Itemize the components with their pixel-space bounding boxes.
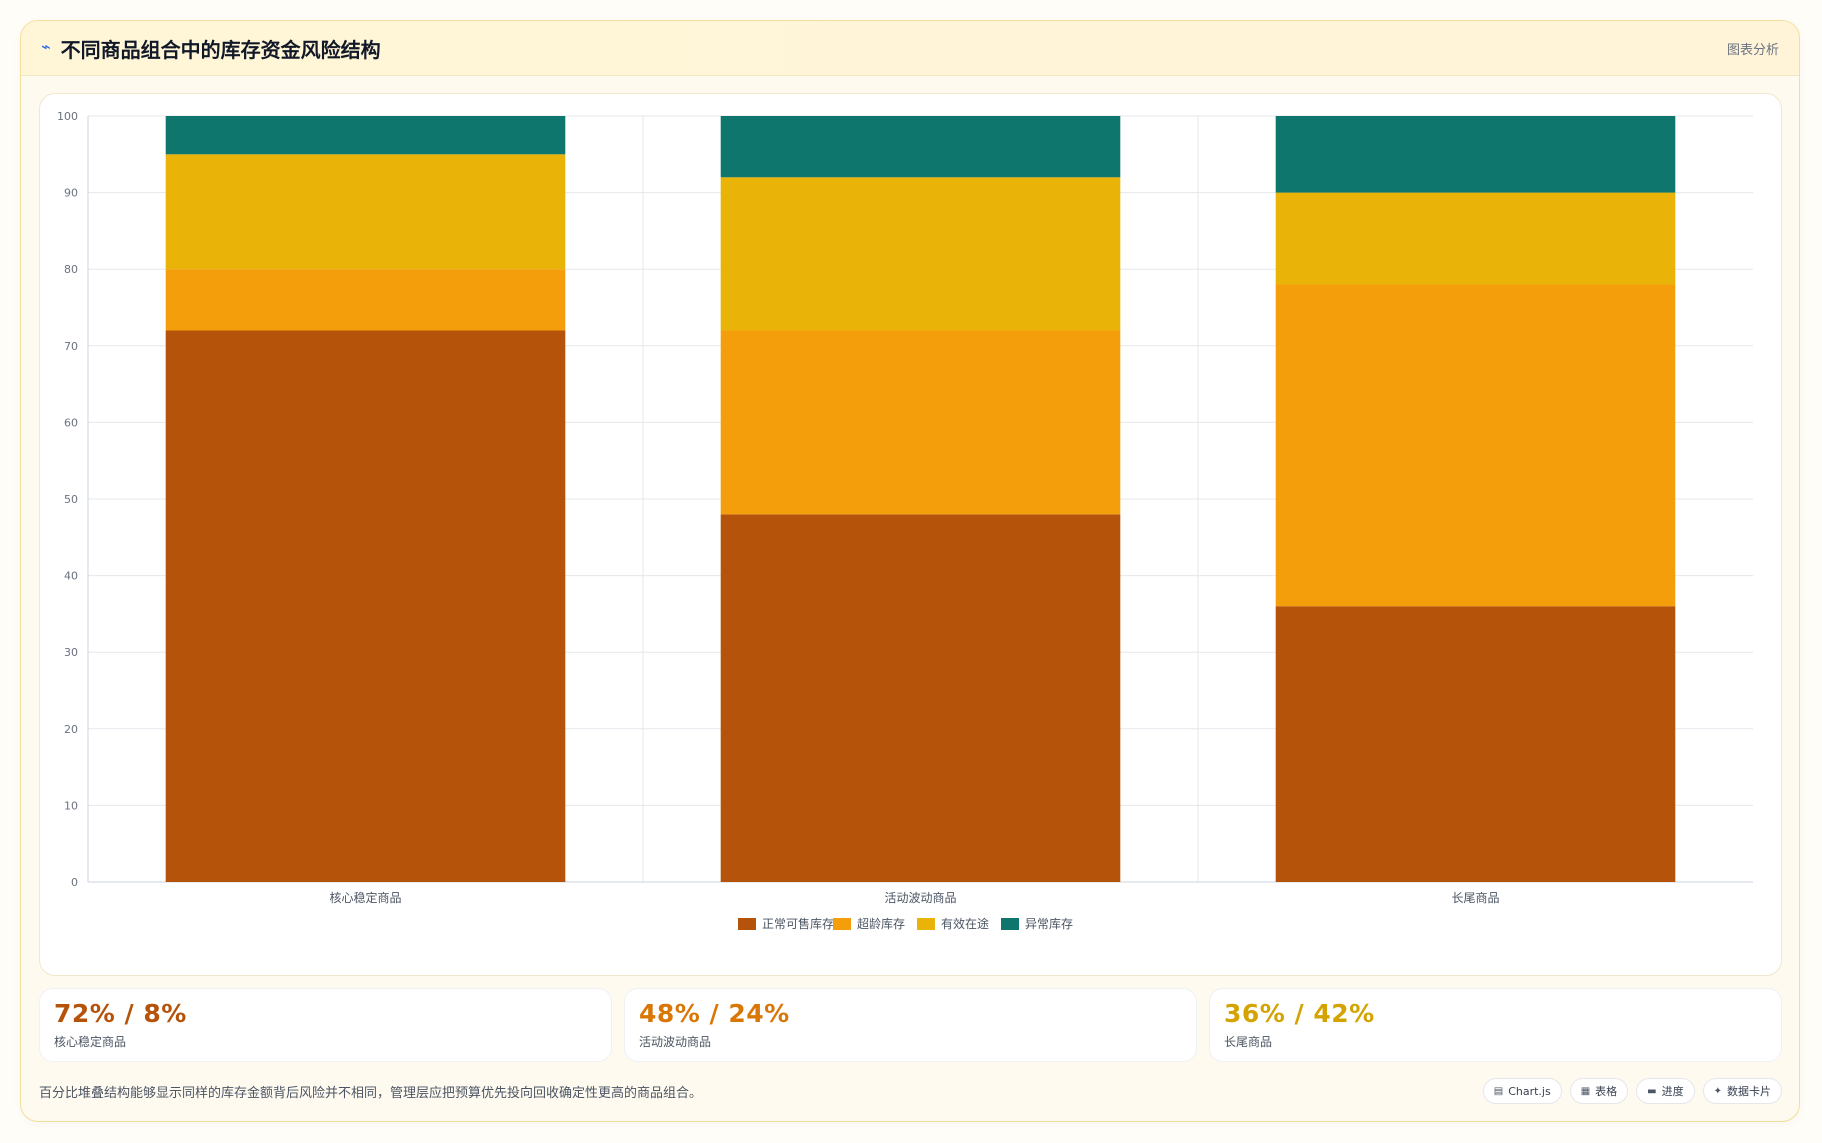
bar-0-3 [165, 116, 566, 155]
chart-header: ⌁ 不同商品组合中的库存资金风险结构 图表分析 [21, 21, 1799, 76]
bar-0-1 [165, 269, 566, 331]
bar-2-2 [1275, 192, 1676, 285]
chart-icon: ▤ [1493, 1085, 1504, 1097]
progress-icon: ▬ [1647, 1085, 1657, 1097]
x-tick-label-0: 核心稳定商品 [329, 890, 401, 905]
stat-label-activity: 活动波动商品 [639, 1035, 712, 1049]
y-tick-label-1: 10 [64, 799, 78, 812]
bar-2-0 [1275, 606, 1676, 882]
bar-2-3 [1275, 116, 1676, 193]
stats-row: 72% / 8% 核心稳定商品 48% / 24% 活动波动商品 36% / 4… [39, 988, 1782, 1062]
y-tick-label-6: 60 [64, 416, 78, 429]
y-tick-label-3: 30 [64, 646, 78, 659]
y-tick-label-0: 0 [71, 876, 78, 889]
legend-swatch-2 [917, 918, 935, 930]
data-card-icon: ✦ [1713, 1085, 1722, 1097]
bar-0-2 [165, 154, 566, 270]
y-tick-label-10: 100 [57, 110, 78, 123]
footer-description: 百分比堆叠结构能够显示同样的库存金额背后风险并不相同，管理层应把预算优先投向回收… [39, 1085, 703, 1101]
y-tick-label-2: 20 [64, 723, 78, 736]
legend-item-2[interactable]: 有效在途 [917, 916, 989, 931]
legend-item-3[interactable]: 异常库存 [1001, 916, 1073, 931]
table-icon: ▦ [1580, 1085, 1591, 1097]
page-title: 不同商品组合中的库存资金风险结构 [60, 37, 381, 62]
bar-1-0 [720, 514, 1121, 882]
footer: 百分比堆叠结构能够显示同样的库存金额背后风险并不相同，管理层应把预算优先投向回收… [39, 1074, 1782, 1108]
bar-1-1 [720, 330, 1121, 515]
chip-label-data-card: 数据卡片 [1727, 1085, 1771, 1098]
stat-card-core: 72% / 8% 核心稳定商品 [39, 988, 612, 1062]
legend-label-1: 超龄库存 [857, 916, 905, 931]
bar-0-0 [165, 330, 566, 882]
legend-item-1[interactable]: 超龄库存 [833, 916, 905, 931]
chart-analysis-link[interactable]: 图表分析 [1726, 42, 1779, 58]
chip-progress[interactable]: ▬ 进度 [1636, 1078, 1695, 1104]
trend-icon: ⌁ [41, 37, 51, 56]
y-tick-label-8: 80 [64, 263, 78, 276]
y-tick-label-4: 40 [64, 570, 78, 583]
chip-chartjs[interactable]: ▤ Chart.js [1482, 1078, 1562, 1104]
bar-1-3 [720, 116, 1121, 178]
legend-swatch-1 [833, 918, 851, 930]
chip-label-progress: 进度 [1661, 1085, 1684, 1098]
x-tick-label-1: 活动波动商品 [884, 890, 956, 905]
legend-label-0: 正常可售库存 [762, 916, 834, 931]
stat-card-activity: 48% / 24% 活动波动商品 [624, 988, 1197, 1062]
x-tick-label-2: 长尾商品 [1451, 890, 1499, 905]
stat-value-activity: 48% / 24% [639, 999, 790, 1028]
footer-chips: ▤ Chart.js ▦ 表格 ▬ 进度 ✦ 数据卡片 [1482, 1078, 1782, 1104]
legend-label-3: 异常库存 [1025, 916, 1073, 931]
stacked-bar-chart: 0 10 20 30 40 50 60 70 80 90 100 核心稳定商品 活动波动商品 长尾商品正常… [57, 110, 1753, 931]
stat-card-long-tail: 36% / 42% 长尾商品 [1209, 988, 1782, 1062]
chip-data-card[interactable]: ✦ 数据卡片 [1702, 1078, 1782, 1104]
bar-1-2 [720, 177, 1121, 331]
plot-container: 0 10 20 30 40 50 60 70 80 90 100 核心稳定商品 活动波动商品 长尾商品正常… [39, 93, 1782, 976]
y-tick-label-9: 90 [64, 187, 78, 200]
legend-item-0[interactable]: 正常可售库存 [738, 916, 834, 931]
bar-2-1 [1275, 284, 1676, 607]
chart-card: ⌁ 不同商品组合中的库存资金风险结构 图表分析 0 10 20 30 40 50 60 70 8… [20, 20, 1800, 1122]
stat-value-long-tail: 36% / 42% [1224, 999, 1375, 1028]
legend-swatch-0 [738, 918, 756, 930]
chip-table[interactable]: ▦ 表格 [1569, 1078, 1629, 1104]
stat-label-long-tail: 长尾商品 [1224, 1035, 1273, 1049]
legend-label-2: 有效在途 [941, 916, 989, 931]
legend-swatch-3 [1001, 918, 1019, 930]
chip-label-table: 表格 [1595, 1085, 1618, 1098]
chip-label-chartjs: Chart.js [1508, 1084, 1551, 1098]
y-tick-label-7: 70 [64, 340, 78, 353]
stat-label-core: 核心稳定商品 [54, 1035, 127, 1049]
y-tick-label-5: 50 [64, 493, 78, 506]
title-wrap: ⌁ 不同商品组合中的库存资金风险结构 [41, 34, 381, 63]
stat-value-core: 72% / 8% [54, 999, 187, 1028]
